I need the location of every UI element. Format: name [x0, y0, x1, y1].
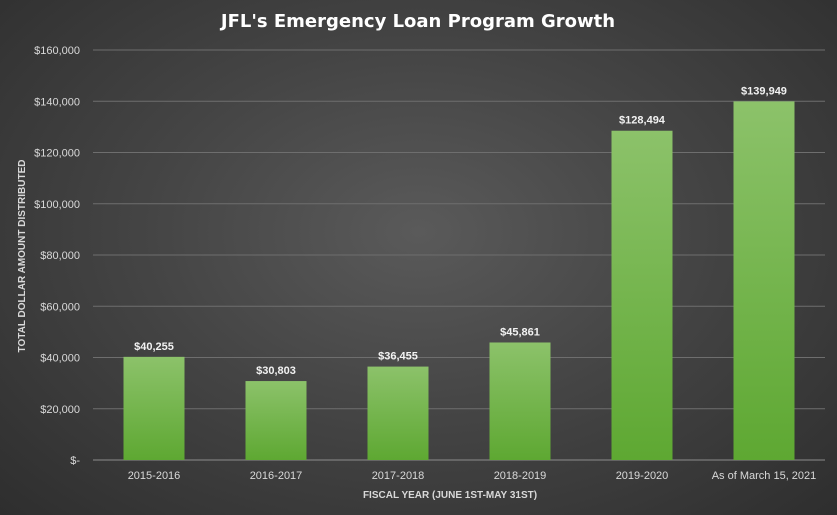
y-tick-label: $160,000 [34, 45, 80, 57]
bar-2017-2018 [367, 366, 429, 460]
y-tick-label: $80,000 [40, 250, 80, 262]
y-axis-title: TOTAL DOLLAR AMOUNT DISTRIBUTED [17, 160, 28, 353]
y-axis-ticks: $- $20,000 $40,000 $60,000 $80,000 $100,000 $1… [34, 45, 80, 467]
y-tick-label: $120,000 [34, 148, 80, 160]
data-labels: $40,255 $30,803 $36,455 $45,861 $128,494 $139… [134, 85, 787, 377]
bars [123, 101, 795, 461]
bar-as-of-march-15-2021 [733, 101, 795, 461]
bar-2015-2016 [123, 356, 185, 460]
bar-2019-2020 [611, 130, 673, 460]
y-tick-label: $- [70, 455, 80, 467]
data-label: $36,455 [378, 351, 418, 363]
x-axis-title: FISCAL YEAR (JUNE 1ST-MAY 31ST) [363, 490, 537, 501]
bar-2018-2019 [489, 342, 551, 460]
x-tick-label: 2019-2020 [616, 470, 669, 482]
x-tick-label: 2016-2017 [250, 470, 303, 482]
gridlines [93, 49, 825, 461]
x-tick-label: As of March 15, 2021 [712, 470, 817, 482]
y-tick-label: $60,000 [40, 301, 80, 313]
y-tick-label: $140,000 [34, 96, 80, 108]
data-label: $139,949 [741, 85, 787, 97]
chart-title: JFL's Emergency Loan Program Growth [219, 11, 615, 32]
x-tick-label: 2017-2018 [372, 470, 425, 482]
x-tick-label: 2018-2019 [494, 470, 547, 482]
data-label: $30,803 [256, 365, 296, 377]
y-tick-label: $40,000 [40, 353, 80, 365]
data-label: $128,494 [619, 115, 666, 127]
y-tick-label: $100,000 [34, 199, 80, 211]
data-label: $40,255 [134, 341, 174, 353]
y-tick-label: $20,000 [40, 404, 80, 416]
data-label: $45,861 [500, 326, 540, 338]
bar-2016-2017 [245, 381, 307, 460]
x-axis-ticks: 2015-2016 2016-2017 2017-2018 2018-2019 2019… [128, 470, 817, 482]
x-tick-label: 2015-2016 [128, 470, 181, 482]
